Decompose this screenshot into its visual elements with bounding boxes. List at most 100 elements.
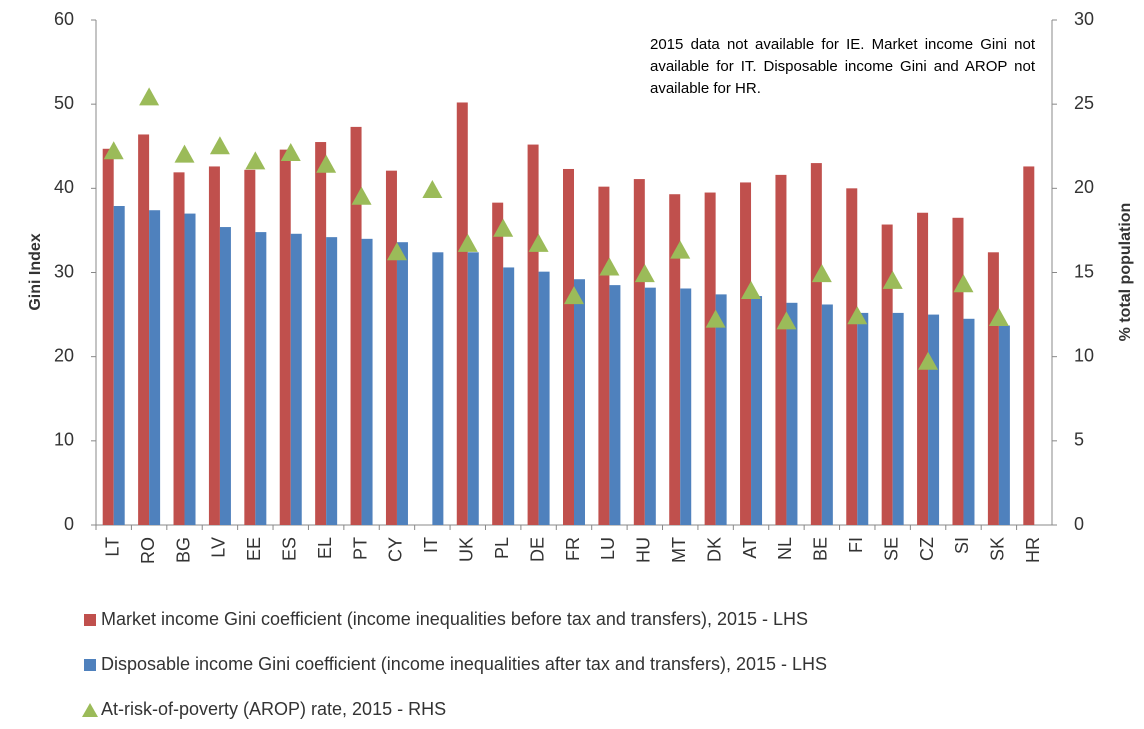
marker: [174, 144, 195, 163]
x-tick-label: FR: [563, 537, 583, 561]
bar: [350, 126, 362, 526]
marker: [988, 307, 1009, 326]
x-tick-label: SK: [988, 537, 1008, 561]
marker: [386, 242, 407, 261]
y-tick-label: 50: [54, 93, 74, 113]
y2-tick-label: 30: [1074, 9, 1094, 29]
legend-label: Market income Gini coefficient (income i…: [101, 609, 808, 629]
bar: [881, 224, 893, 525]
x-tick-label: IT: [421, 537, 441, 553]
y-tick-label: 10: [54, 430, 74, 450]
bar: [538, 271, 550, 525]
y-tick-label: 40: [54, 177, 74, 197]
annotation: 2015 data not available for IE. Market i…: [650, 36, 1035, 97]
marker: [847, 306, 868, 325]
marker: [245, 151, 266, 170]
bar: [219, 227, 231, 526]
bar: [456, 102, 468, 525]
bar: [598, 186, 610, 525]
x-tick-label: ES: [279, 537, 299, 561]
x-tick-label: BE: [811, 537, 831, 561]
marker: [953, 274, 974, 293]
marker: [316, 154, 337, 173]
bar: [527, 144, 539, 526]
legend-label: Disposable income Gini coefficient (inco…: [101, 654, 827, 674]
x-tick-label: HU: [634, 537, 654, 563]
bar: [786, 302, 798, 525]
x-tick-label: EL: [315, 537, 335, 559]
bar: [173, 172, 185, 525]
bar: [952, 217, 964, 525]
y2-tick-label: 0: [1074, 514, 1084, 534]
x-tick-label: PL: [492, 537, 512, 559]
y2-axis-title: % total population: [1117, 203, 1134, 342]
marker: [564, 286, 584, 305]
marker: [634, 264, 655, 283]
y-tick-label: 20: [54, 345, 74, 365]
bar: [892, 312, 904, 525]
bar: [715, 294, 727, 525]
bar: [396, 242, 408, 525]
bar: [244, 169, 256, 526]
bar: [775, 174, 787, 525]
legend-swatch: [84, 614, 96, 626]
marker: [280, 142, 301, 161]
x-tick-label: LT: [102, 537, 122, 557]
bar: [574, 279, 585, 525]
legend-swatch: [84, 659, 96, 671]
bar: [279, 149, 291, 525]
bar: [138, 134, 150, 525]
x-tick-label: CZ: [917, 537, 937, 561]
bar: [680, 288, 692, 525]
marker: [528, 233, 549, 252]
y-axis-title: Gini Index: [27, 233, 44, 310]
marker: [209, 136, 230, 155]
marker: [457, 233, 478, 252]
marker: [103, 141, 124, 160]
bar: [149, 210, 161, 525]
marker: [599, 257, 620, 276]
marker: [351, 186, 372, 205]
bar: [290, 233, 302, 526]
x-tick-label: BG: [173, 537, 193, 563]
marker: [811, 264, 832, 283]
x-tick-label: SE: [881, 537, 901, 561]
y2-tick-label: 5: [1074, 430, 1084, 450]
bar: [810, 163, 822, 526]
y-tick-label: 0: [64, 514, 74, 534]
marker: [741, 281, 762, 300]
bar: [255, 232, 267, 525]
marker: [422, 180, 443, 199]
bar: [609, 285, 621, 525]
x-tick-label: LV: [209, 537, 229, 558]
bar: [963, 318, 975, 525]
bar: [361, 238, 373, 526]
bar: [208, 166, 220, 525]
bar: [846, 188, 858, 526]
bar: [503, 267, 515, 525]
marker: [139, 87, 160, 106]
marker: [705, 309, 726, 328]
bar: [467, 252, 479, 526]
x-tick-label: DK: [704, 537, 724, 562]
bar: [751, 296, 763, 525]
y-tick-label: 30: [54, 261, 74, 281]
marker: [882, 270, 903, 289]
x-tick-label: DE: [527, 537, 547, 562]
bar: [704, 192, 716, 525]
y-tick-label: 60: [54, 9, 74, 29]
bar: [432, 252, 444, 526]
x-tick-label: EE: [244, 537, 264, 561]
bar: [821, 304, 833, 525]
bar: [857, 312, 869, 525]
bar: [385, 170, 397, 526]
bar: [1023, 166, 1035, 525]
y2-tick-label: 20: [1074, 177, 1094, 197]
x-tick-label: RO: [138, 537, 158, 564]
bar: [998, 325, 1010, 525]
x-tick-label: NL: [775, 537, 795, 560]
bar: [315, 142, 327, 525]
bar: [113, 206, 125, 525]
x-tick-label: MT: [669, 537, 689, 563]
x-tick-label: UK: [457, 537, 477, 562]
